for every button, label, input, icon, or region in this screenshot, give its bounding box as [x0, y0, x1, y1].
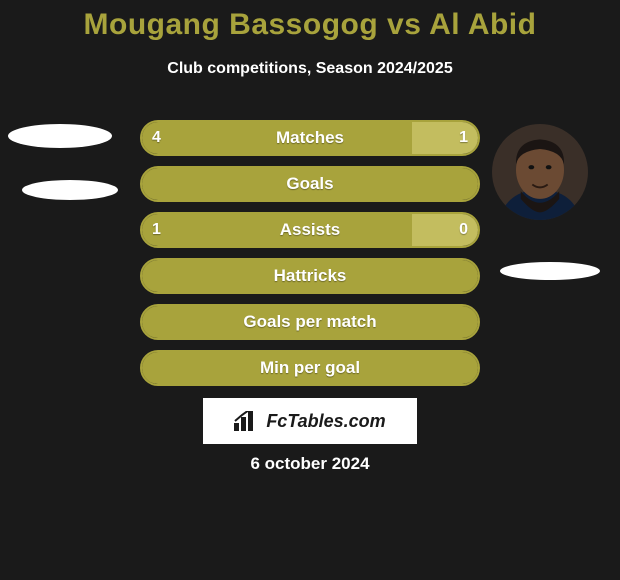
comparison-card: Mougang Bassogog vs Al Abid Club competi… — [0, 0, 620, 580]
source-badge: FcTables.com — [203, 398, 417, 444]
right-player-name-placeholder — [500, 262, 600, 280]
stat-row: Min per goal — [0, 350, 620, 386]
right-player-avatar — [492, 124, 588, 220]
left-player-name-placeholder — [22, 180, 118, 200]
fctables-icon — [234, 411, 260, 431]
stat-bar: Min per goal — [140, 350, 480, 386]
stat-value-right: 0 — [459, 212, 468, 248]
left-player-avatar-placeholder — [8, 124, 112, 148]
stat-bar: Goals — [140, 166, 480, 202]
stat-bar: Matches4 1 — [140, 120, 480, 156]
stat-label: Matches — [140, 120, 480, 156]
stat-label: Hattricks — [140, 258, 480, 294]
stat-value-left: 4 — [152, 120, 161, 156]
stat-row: Goals per match — [0, 304, 620, 340]
stat-label: Min per goal — [140, 350, 480, 386]
stat-bar: Assists1 0 — [140, 212, 480, 248]
stat-value-right: 1 — [459, 120, 468, 156]
date-text: 6 october 2024 — [0, 454, 620, 474]
stat-label: Assists — [140, 212, 480, 248]
stat-label: Goals per match — [140, 304, 480, 340]
subtitle: Club competitions, Season 2024/2025 — [0, 60, 620, 78]
badge-text: FcTables.com — [266, 411, 385, 432]
stat-bar: Hattricks — [140, 258, 480, 294]
stat-label: Goals — [140, 166, 480, 202]
avatar-illustration — [492, 124, 588, 220]
title: Mougang Bassogog vs Al Abid — [0, 0, 620, 42]
stat-value-left: 1 — [152, 212, 161, 248]
stat-bar: Goals per match — [140, 304, 480, 340]
